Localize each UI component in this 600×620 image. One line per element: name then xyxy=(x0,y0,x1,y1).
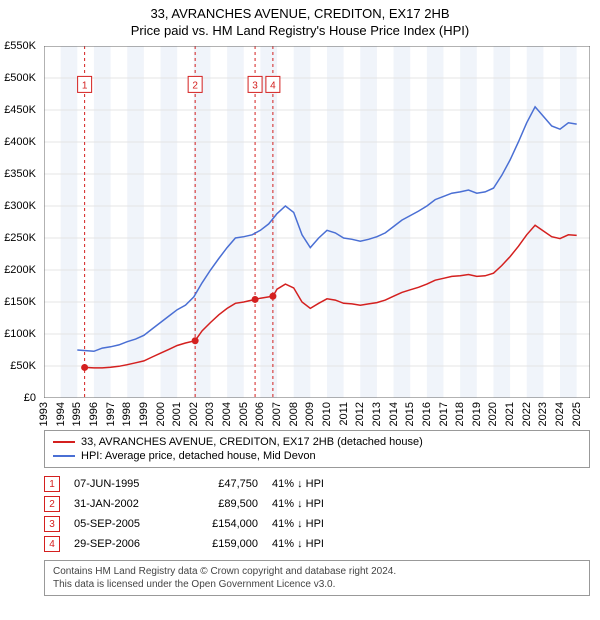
sale-delta: 41% HPI xyxy=(272,518,362,530)
title-address: 33, AVRANCHES AVENUE, CREDITON, EX17 2HB xyxy=(0,6,600,21)
sale-marker-icon: 2 xyxy=(44,496,60,512)
x-tick-label: 2012 xyxy=(354,402,366,426)
arrow-down-icon xyxy=(297,518,303,530)
sales-row: 4 29-SEP-2006 £159,000 41% HPI xyxy=(44,534,590,554)
sale-price: £47,750 xyxy=(188,478,258,490)
sale-price: £154,000 xyxy=(188,518,258,530)
x-tick-label: 1995 xyxy=(71,402,83,426)
x-tick-label: 2015 xyxy=(404,402,416,426)
x-tick-label: 2002 xyxy=(188,402,200,426)
x-tick-label: 2007 xyxy=(271,402,283,426)
legend-item: HPI: Average price, detached house, Mid … xyxy=(53,449,581,463)
y-tick-label: £200K xyxy=(4,264,36,276)
sale-delta: 41% HPI xyxy=(272,498,362,510)
y-tick-label: £300K xyxy=(4,200,36,212)
x-tick-label: 2004 xyxy=(221,402,233,426)
x-tick-label: 2024 xyxy=(554,402,566,426)
x-tick-label: 1996 xyxy=(88,402,100,426)
x-tick-label: 2003 xyxy=(204,402,216,426)
title-subtitle: Price paid vs. HM Land Registry's House … xyxy=(0,23,600,38)
sale-delta: 41% HPI xyxy=(272,538,362,550)
x-tick-label: 2025 xyxy=(571,402,583,426)
sale-date: 05-SEP-2005 xyxy=(74,518,174,530)
x-tick-label: 2001 xyxy=(171,402,183,426)
x-tick-label: 1993 xyxy=(38,402,50,426)
y-tick-label: £500K xyxy=(4,72,36,84)
sale-marker-icon: 3 xyxy=(44,516,60,532)
footer-line2: This data is licensed under the Open Gov… xyxy=(53,578,581,591)
chart-area: £0£50K£100K£150K£200K£250K£300K£350K£400… xyxy=(44,46,590,426)
sale-marker-icon: 4 xyxy=(44,536,60,552)
sales-row: 3 05-SEP-2005 £154,000 41% HPI xyxy=(44,514,590,534)
x-axis: 1993199419951996199719981999200020012002… xyxy=(44,398,590,426)
svg-text:4: 4 xyxy=(270,80,276,91)
svg-text:1: 1 xyxy=(82,80,88,91)
legend: 33, AVRANCHES AVENUE, CREDITON, EX17 2HB… xyxy=(44,430,590,468)
x-tick-label: 2022 xyxy=(521,402,533,426)
sale-date: 07-JUN-1995 xyxy=(74,478,174,490)
sale-delta: 41% HPI xyxy=(272,478,362,490)
y-axis: £0£50K£100K£150K£200K£250K£300K£350K£400… xyxy=(0,46,40,398)
y-tick-label: £50K xyxy=(10,360,36,372)
sale-price: £89,500 xyxy=(188,498,258,510)
footer-attribution: Contains HM Land Registry data © Crown c… xyxy=(44,560,590,596)
y-tick-label: £350K xyxy=(4,168,36,180)
x-tick-label: 2000 xyxy=(155,402,167,426)
x-tick-label: 2005 xyxy=(238,402,250,426)
legend-swatch xyxy=(53,455,75,457)
x-tick-label: 1999 xyxy=(138,402,150,426)
y-tick-label: £100K xyxy=(4,328,36,340)
x-tick-label: 2008 xyxy=(288,402,300,426)
arrow-down-icon xyxy=(297,478,303,490)
x-tick-label: 1997 xyxy=(105,402,117,426)
sale-price: £159,000 xyxy=(188,538,258,550)
y-tick-label: £150K xyxy=(4,296,36,308)
sales-table: 1 07-JUN-1995 £47,750 41% HPI 2 31-JAN-2002 £8… xyxy=(44,474,590,554)
x-tick-label: 1994 xyxy=(55,402,67,426)
x-tick-label: 2013 xyxy=(371,402,383,426)
x-tick-label: 2023 xyxy=(537,402,549,426)
legend-item: 33, AVRANCHES AVENUE, CREDITON, EX17 2HB… xyxy=(53,435,581,449)
x-tick-label: 1998 xyxy=(121,402,133,426)
y-tick-label: £550K xyxy=(4,40,36,52)
x-tick-label: 2017 xyxy=(438,402,450,426)
sales-row: 2 31-JAN-2002 £89,500 41% HPI xyxy=(44,494,590,514)
footer-line1: Contains HM Land Registry data © Crown c… xyxy=(53,565,581,578)
legend-label: HPI: Average price, detached house, Mid … xyxy=(81,450,316,462)
y-tick-label: £450K xyxy=(4,104,36,116)
x-tick-label: 2021 xyxy=(504,402,516,426)
x-tick-label: 2018 xyxy=(454,402,466,426)
svg-text:2: 2 xyxy=(192,80,198,91)
legend-swatch xyxy=(53,441,75,443)
title-block: 33, AVRANCHES AVENUE, CREDITON, EX17 2HB… xyxy=(0,0,600,40)
plot-background: 1 2 3 4 xyxy=(44,46,590,398)
x-tick-label: 2019 xyxy=(471,402,483,426)
x-tick-label: 2006 xyxy=(254,402,266,426)
sale-marker-icon: 1 xyxy=(44,476,60,492)
sale-date: 31-JAN-2002 xyxy=(74,498,174,510)
x-tick-label: 2016 xyxy=(421,402,433,426)
x-tick-label: 2011 xyxy=(338,402,350,426)
x-tick-label: 2014 xyxy=(388,402,400,426)
x-tick-label: 2009 xyxy=(304,402,316,426)
legend-label: 33, AVRANCHES AVENUE, CREDITON, EX17 2HB… xyxy=(81,436,423,448)
y-tick-label: £400K xyxy=(4,136,36,148)
y-tick-label: £0 xyxy=(24,392,36,404)
chart-container: 33, AVRANCHES AVENUE, CREDITON, EX17 2HB… xyxy=(0,0,600,620)
sale-date: 29-SEP-2006 xyxy=(74,538,174,550)
svg-text:3: 3 xyxy=(252,80,258,91)
y-tick-label: £250K xyxy=(4,232,36,244)
arrow-down-icon xyxy=(297,538,303,550)
arrow-down-icon xyxy=(297,498,303,510)
x-tick-label: 2010 xyxy=(321,402,333,426)
x-tick-label: 2020 xyxy=(487,402,499,426)
plot-svg: 1 2 3 4 xyxy=(44,46,590,398)
sales-row: 1 07-JUN-1995 £47,750 41% HPI xyxy=(44,474,590,494)
